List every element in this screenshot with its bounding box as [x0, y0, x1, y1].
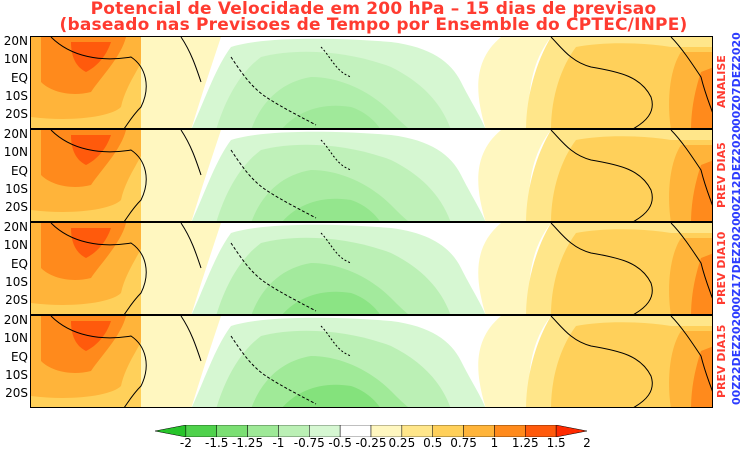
- colorbar-tick-label: 0.75: [450, 436, 477, 450]
- lat-label: 20N: [3, 313, 28, 327]
- colorbar: [155, 425, 587, 437]
- map-panel-2: [30, 129, 713, 222]
- lat-label: 10N: [3, 145, 28, 159]
- colorbar-tick-label: -1.5: [204, 436, 229, 450]
- lat-label: 10S: [5, 182, 28, 196]
- panel-label: ANALISE: [715, 55, 728, 109]
- colorbar-tick-label: 0.25: [388, 436, 416, 450]
- panel-label: PREV DIA10: [715, 231, 728, 305]
- lat-label: 20S: [5, 200, 28, 214]
- colorbar-tick-label: -0.5: [328, 436, 352, 450]
- lat-label: EQ: [10, 350, 28, 364]
- colorbar-tick-label: 1.25: [511, 436, 539, 450]
- lat-label: 10S: [5, 368, 28, 382]
- map-panel-1: [30, 36, 713, 129]
- colorbar-segment: [555, 425, 587, 437]
- panel-date: 00Z12DEZ2020: [730, 125, 743, 219]
- lat-label: EQ: [10, 257, 28, 271]
- colorbar-tick-label: -1: [272, 436, 285, 450]
- panel-date: 00Z07DEZ2020: [730, 32, 743, 126]
- map-title-line2: (baseado nas Previsoes de Tempo por Ense…: [59, 15, 688, 35]
- lat-label: EQ: [10, 164, 28, 178]
- lat-label: 20N: [3, 220, 28, 234]
- lat-label: 10S: [5, 275, 28, 289]
- colorbar-tick-label: 2: [583, 436, 591, 450]
- lat-label: 10N: [3, 52, 28, 66]
- colorbar-tick-label: -1.25: [232, 436, 264, 450]
- panel-date: 00Z17DEZ2020: [730, 218, 743, 312]
- colorbar-tick-label: -0.75: [293, 436, 325, 450]
- panel-date: 00Z22DEZ2020: [730, 311, 743, 405]
- lat-label: 10N: [3, 238, 28, 252]
- lat-label: 20S: [5, 107, 28, 121]
- colorbar-tick-label: 0.5: [423, 436, 443, 450]
- lat-label: 20S: [5, 293, 28, 307]
- lat-label: 20N: [3, 127, 28, 141]
- lat-label: 10N: [3, 331, 28, 345]
- lat-label: 20N: [3, 34, 28, 48]
- panel-label: PREV DIA15: [715, 324, 728, 398]
- panel-label: PREV DIA5: [715, 142, 728, 208]
- lat-label: EQ: [10, 71, 28, 85]
- colorbar-tick-label: -2: [179, 436, 192, 450]
- colorbar-tick-label: 1: [490, 436, 499, 450]
- map-panel-3: [30, 222, 713, 315]
- map-title-line1: Potencial de Velocidade em 200 hPa – 15 …: [90, 0, 657, 19]
- colorbar-tick-label: -0.25: [355, 436, 387, 450]
- lat-label: 20S: [5, 386, 28, 400]
- colorbar-tick-label: 1.5: [546, 436, 566, 450]
- lat-label: 10S: [5, 89, 28, 103]
- map-panel-4: [30, 315, 713, 408]
